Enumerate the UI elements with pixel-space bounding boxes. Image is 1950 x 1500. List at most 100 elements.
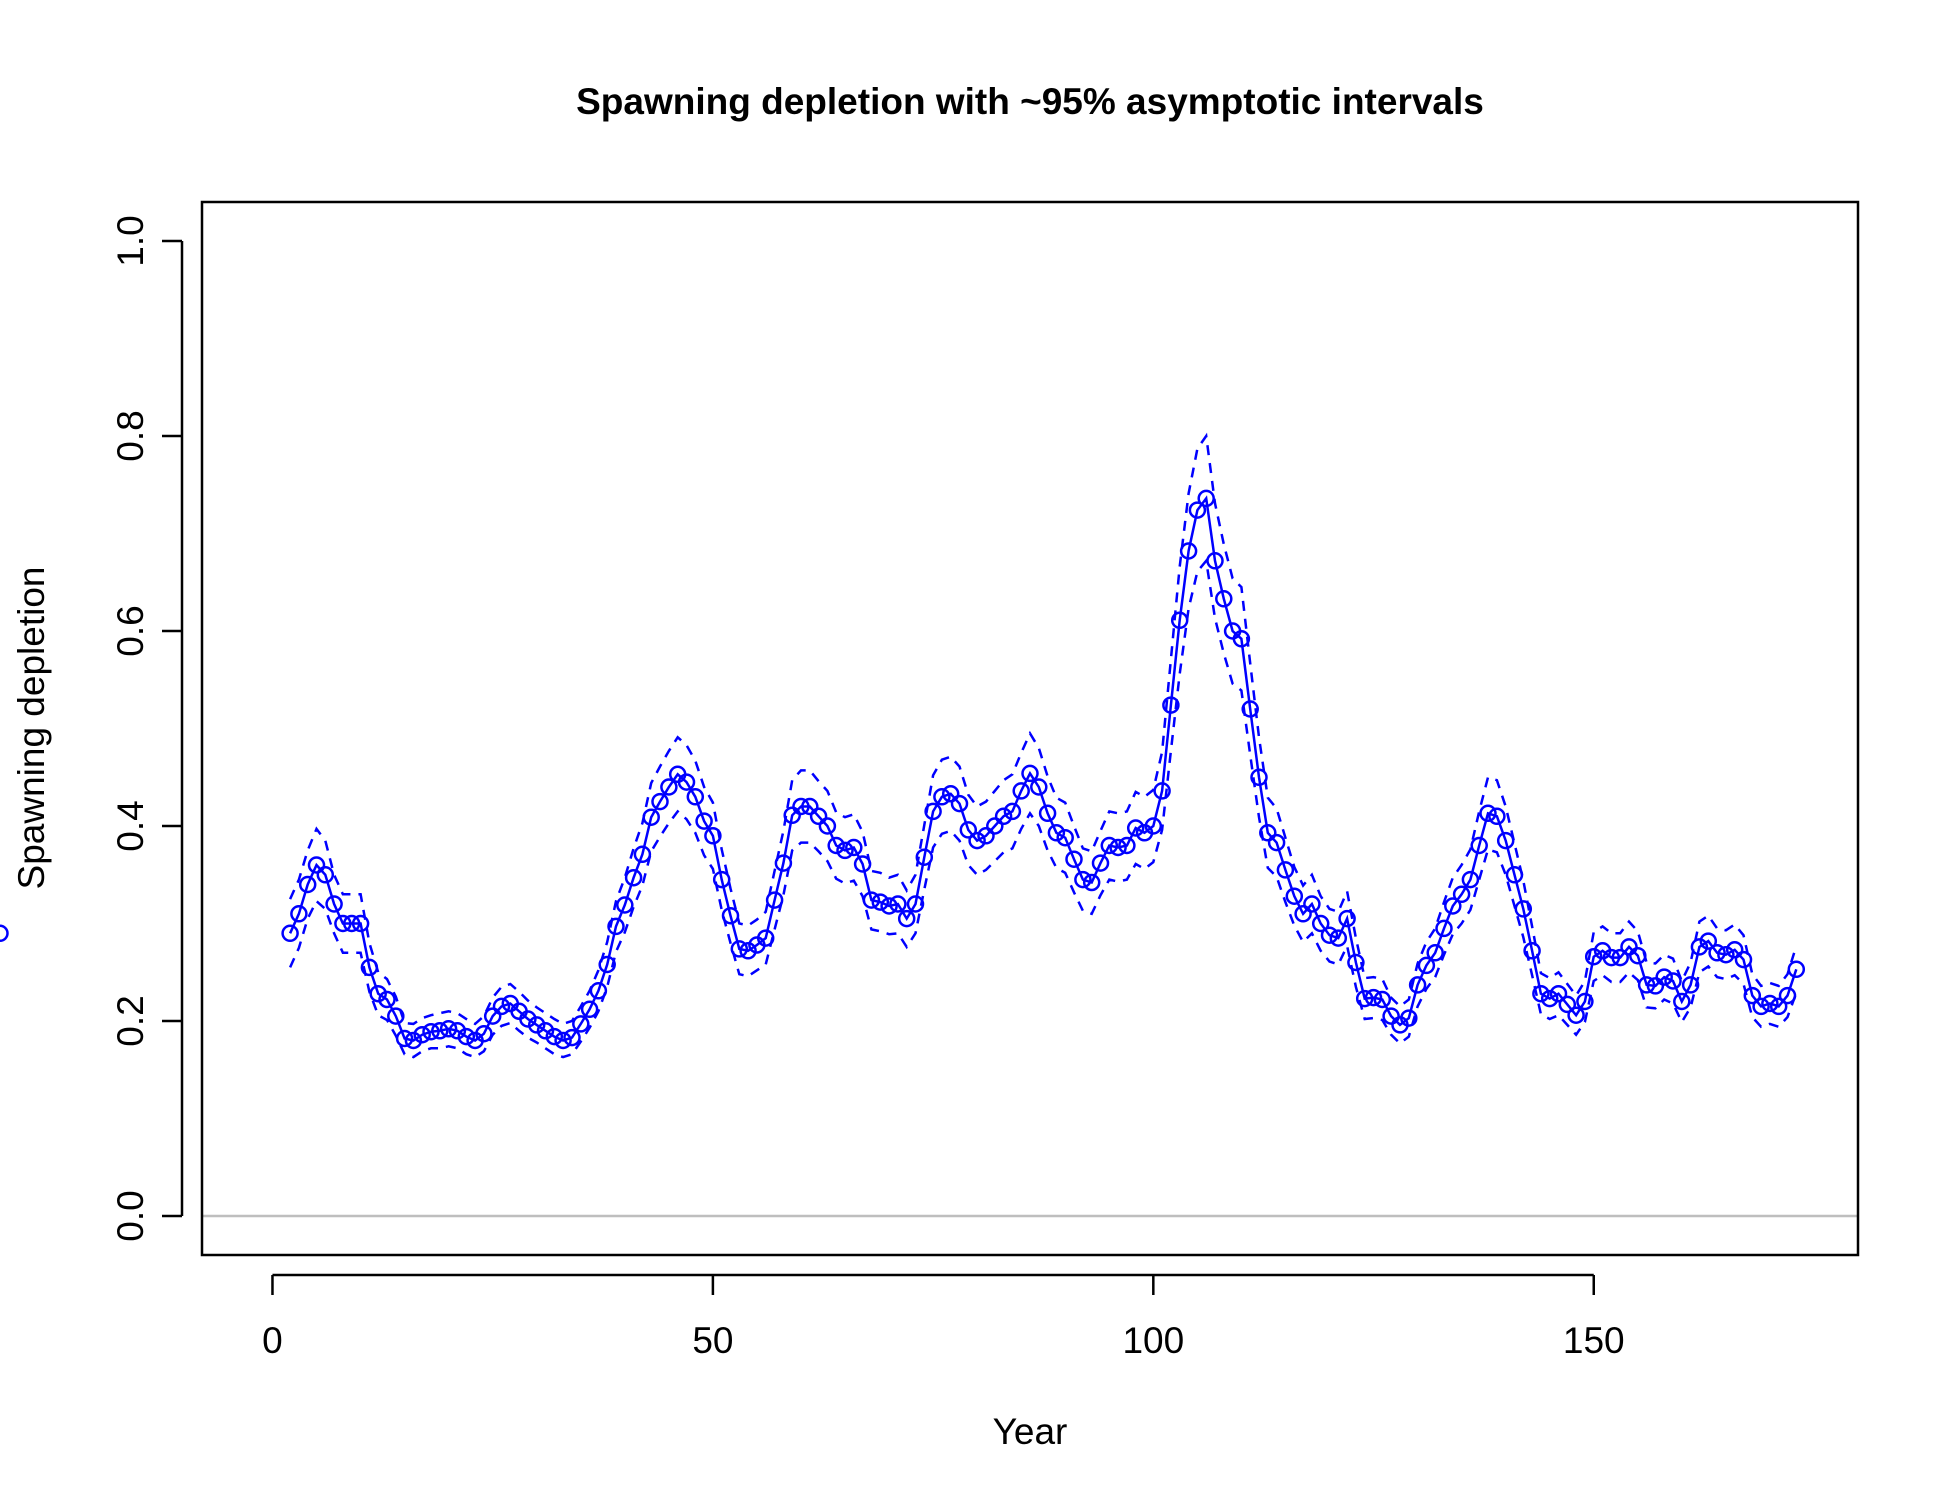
data-point — [959, 821, 978, 839]
data-point — [1215, 590, 1233, 608]
data-point — [774, 854, 793, 872]
data-point — [695, 812, 713, 830]
data-point — [1259, 824, 1277, 842]
data-point — [404, 1031, 423, 1050]
data-point — [1294, 905, 1312, 923]
data-point — [686, 788, 705, 806]
data-point — [818, 817, 837, 835]
data-point — [1426, 944, 1444, 962]
data-point — [853, 855, 872, 873]
data-point — [1540, 989, 1559, 1008]
data-point — [677, 773, 696, 791]
x-tick-label: 150 — [1563, 1320, 1625, 1361]
x-axis: 0 50 100 150 — [262, 1273, 1625, 1361]
data-point — [1646, 977, 1665, 995]
data-point — [1514, 900, 1533, 918]
data-point — [1118, 836, 1136, 855]
data-point — [1047, 824, 1066, 842]
data-point — [836, 841, 854, 860]
data-point — [633, 845, 652, 864]
data-point — [290, 905, 308, 923]
data-point — [880, 897, 898, 915]
data-point — [1778, 986, 1797, 1005]
data-point — [1355, 989, 1374, 1008]
y-tick-label: 0.2 — [110, 995, 151, 1046]
data-point — [977, 827, 995, 845]
x-axis-label: Year — [993, 1411, 1068, 1452]
data-point — [1567, 1006, 1585, 1024]
data-point — [1417, 956, 1436, 975]
data-point — [431, 1022, 449, 1040]
data-point — [307, 856, 326, 874]
plot-frame — [200, 200, 1860, 1257]
y-tick-label: 0.4 — [110, 800, 151, 851]
data-point — [1549, 984, 1568, 1003]
data-point — [1690, 938, 1709, 956]
data-point — [1452, 885, 1471, 904]
data-point — [1311, 914, 1330, 933]
data-point — [783, 806, 801, 825]
data-point — [1065, 850, 1083, 868]
data-point — [413, 1025, 431, 1044]
data-point — [1074, 870, 1092, 889]
data-point — [607, 917, 625, 936]
data-point — [1030, 778, 1048, 796]
data-point — [1400, 1009, 1418, 1027]
y-axis: 0.0 0.2 0.4 0.6 0.8 1.0 — [110, 215, 184, 1242]
data-point — [1320, 926, 1339, 944]
data-point — [1523, 942, 1541, 960]
data-point — [1267, 833, 1286, 852]
data-point — [624, 868, 643, 887]
data-point — [941, 785, 960, 803]
data-point — [994, 807, 1013, 826]
data-point — [897, 909, 916, 928]
data-point — [1584, 947, 1603, 966]
data-point — [342, 914, 361, 933]
data-point — [1470, 836, 1488, 855]
data-point — [1725, 941, 1744, 959]
data-point — [1708, 944, 1726, 962]
data-point — [475, 1024, 493, 1043]
data-point — [492, 997, 511, 1016]
data-point — [598, 955, 616, 974]
data-point — [1188, 501, 1207, 519]
data-point — [1082, 873, 1101, 892]
data-point — [1276, 861, 1295, 879]
data-point — [1364, 988, 1383, 1007]
data-point — [483, 1007, 502, 1025]
series-line-upper-95 — [288, 432, 1798, 1026]
data-point — [1408, 976, 1427, 994]
data-point — [572, 1015, 590, 1033]
data-point — [1761, 994, 1779, 1013]
data-point — [1373, 990, 1392, 1009]
data-point — [1637, 976, 1656, 994]
data-point — [1347, 953, 1365, 972]
data-point — [1162, 696, 1180, 714]
data-point — [827, 836, 845, 855]
data-point — [712, 870, 731, 889]
data-point — [527, 1016, 546, 1034]
data-point — [1479, 804, 1497, 823]
data-point — [1664, 972, 1682, 990]
data-point — [554, 1031, 572, 1050]
data-point — [1461, 870, 1480, 889]
x-tick-label: 100 — [1122, 1320, 1184, 1361]
data-point — [915, 848, 934, 866]
data-point — [801, 797, 819, 816]
data-point — [1109, 838, 1127, 857]
data-point — [1602, 948, 1621, 967]
data-point — [439, 1020, 458, 1038]
data-point — [721, 906, 740, 925]
series-layer — [0, 432, 1806, 1059]
data-point — [0, 924, 9, 943]
data-point — [792, 797, 810, 816]
data-point — [1091, 854, 1110, 872]
data-point — [1250, 768, 1268, 787]
data-point — [1488, 807, 1506, 826]
data-point — [298, 875, 317, 894]
data-point — [1558, 995, 1577, 1014]
data-point — [457, 1027, 476, 1046]
chart-title: Spawning depletion with ~95% asymptotic … — [576, 81, 1484, 122]
data-point — [809, 807, 828, 826]
